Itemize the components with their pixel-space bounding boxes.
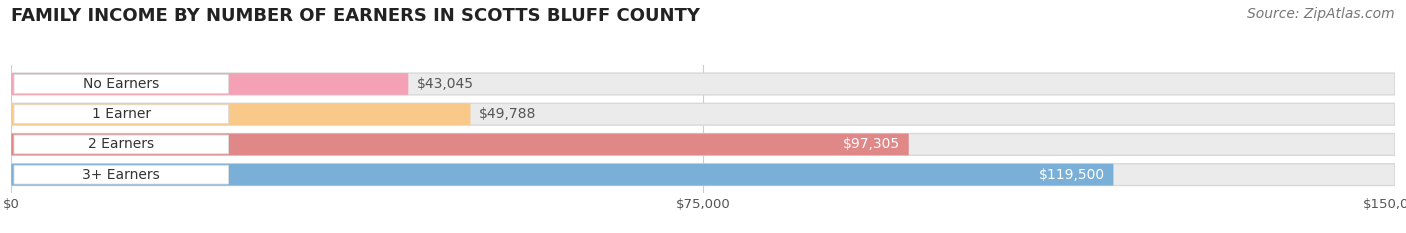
FancyBboxPatch shape <box>11 73 408 95</box>
FancyBboxPatch shape <box>14 105 228 123</box>
FancyBboxPatch shape <box>11 164 1395 185</box>
FancyBboxPatch shape <box>11 134 908 155</box>
FancyBboxPatch shape <box>11 73 1395 95</box>
FancyBboxPatch shape <box>11 103 471 125</box>
Text: $43,045: $43,045 <box>416 77 474 91</box>
Text: $97,305: $97,305 <box>844 137 900 151</box>
Text: 1 Earner: 1 Earner <box>91 107 150 121</box>
FancyBboxPatch shape <box>14 135 228 154</box>
FancyBboxPatch shape <box>14 165 228 184</box>
FancyBboxPatch shape <box>11 164 1114 185</box>
Text: 2 Earners: 2 Earners <box>89 137 155 151</box>
FancyBboxPatch shape <box>14 75 228 93</box>
Text: No Earners: No Earners <box>83 77 159 91</box>
FancyBboxPatch shape <box>11 134 1395 155</box>
Text: FAMILY INCOME BY NUMBER OF EARNERS IN SCOTTS BLUFF COUNTY: FAMILY INCOME BY NUMBER OF EARNERS IN SC… <box>11 7 700 25</box>
Text: $119,500: $119,500 <box>1039 168 1105 182</box>
Text: 3+ Earners: 3+ Earners <box>83 168 160 182</box>
FancyBboxPatch shape <box>11 103 1395 125</box>
Text: $49,788: $49,788 <box>479 107 536 121</box>
Text: Source: ZipAtlas.com: Source: ZipAtlas.com <box>1247 7 1395 21</box>
